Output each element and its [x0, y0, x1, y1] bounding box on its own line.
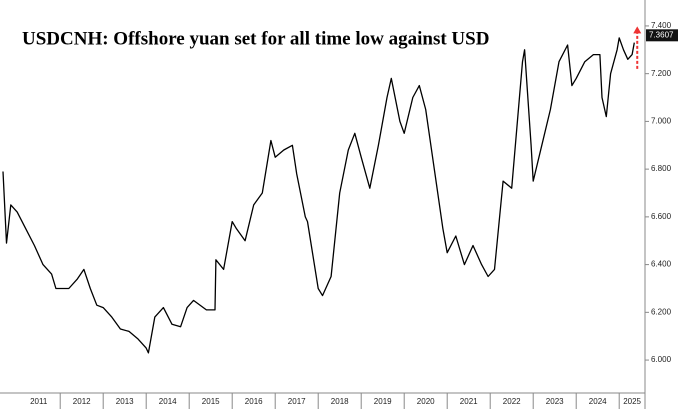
- y-tick-label: 7.400: [651, 21, 672, 30]
- y-tick-label: 7.200: [651, 69, 672, 78]
- x-tick-label: 2013: [116, 397, 134, 406]
- y-tick-label: 7.000: [651, 117, 672, 126]
- x-tick-label: 2019: [374, 397, 392, 406]
- x-tick-label: 2011: [30, 397, 48, 406]
- x-tick-label: 2012: [73, 397, 91, 406]
- x-tick-label: 2022: [503, 397, 521, 406]
- y-tick-label: 6.600: [651, 212, 672, 221]
- last-value-box: [646, 29, 678, 42]
- y-tick-label: 6.000: [651, 355, 672, 364]
- y-tick-label: 6.400: [651, 260, 672, 269]
- last-value-label: 7.3607: [649, 30, 674, 39]
- x-tick-label: 2015: [202, 397, 220, 406]
- arrow-head: [633, 26, 642, 34]
- x-tick-label: 2014: [159, 397, 177, 406]
- x-tick-label: 2018: [331, 397, 349, 406]
- x-tick-label: 2020: [417, 397, 435, 406]
- chart-title: USDCNH: Offshore yuan set for all time l…: [22, 28, 489, 49]
- x-tick-label: 2016: [245, 397, 263, 406]
- x-tick-label: 2025: [623, 397, 641, 406]
- x-tick-label: 2023: [546, 397, 564, 406]
- y-tick-label: 6.200: [651, 307, 672, 316]
- y-tick-label: 6.800: [651, 164, 672, 173]
- x-tick-label: 2021: [460, 397, 478, 406]
- x-tick-label: 2024: [589, 397, 607, 406]
- price-line: [2, 37, 635, 354]
- x-tick-label: 2017: [288, 397, 306, 406]
